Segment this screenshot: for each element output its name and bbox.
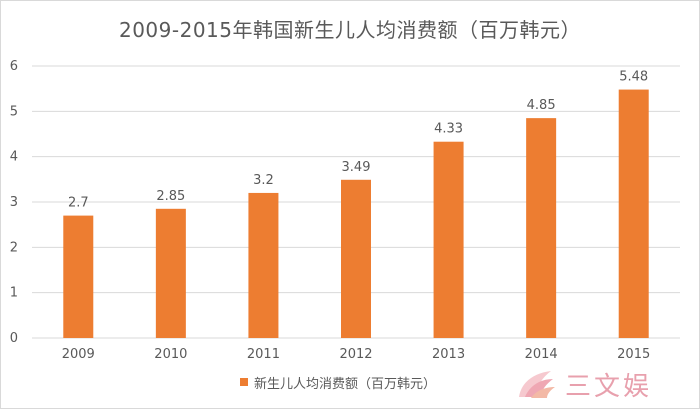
x-tick-label: 2009 <box>62 347 95 362</box>
data-label: 3.2 <box>253 173 274 188</box>
y-tick-label: 5 <box>10 104 18 119</box>
y-tick-label: 2 <box>10 240 18 255</box>
x-tick-label: 2014 <box>525 347 558 362</box>
x-tick-label: 2013 <box>432 347 465 362</box>
y-tick-label: 6 <box>10 59 18 74</box>
bar-2014 <box>526 118 557 338</box>
y-tick-label: 1 <box>10 286 18 301</box>
bar-2011 <box>248 192 279 338</box>
y-tick-label: 3 <box>10 195 18 210</box>
data-label: 4.33 <box>434 122 463 137</box>
watermark: 三文娱 <box>515 364 685 404</box>
data-label: 4.85 <box>527 98 556 113</box>
data-label: 3.49 <box>342 160 371 175</box>
bar-2012 <box>341 179 371 338</box>
bar-2010 <box>155 208 186 338</box>
legend-swatch <box>240 378 248 386</box>
data-label: 2.85 <box>156 189 185 204</box>
data-label: 5.48 <box>619 70 648 85</box>
watermark-text: 三文娱 <box>565 371 653 402</box>
legend-label: 新生儿人均消费额（百万韩元） <box>254 376 437 392</box>
bar-2013 <box>433 141 464 338</box>
x-tick-label: 2015 <box>617 347 650 362</box>
chart-legend: 新生儿人均消费额（百万韩元） <box>240 372 436 392</box>
y-tick-label: 4 <box>10 150 18 165</box>
bar-2015 <box>618 89 649 338</box>
pink-fan-logo-icon <box>519 371 555 398</box>
x-tick-label: 2010 <box>154 347 187 362</box>
data-label: 2.7 <box>68 196 89 211</box>
bar-2009 <box>63 215 94 338</box>
y-tick-label: 0 <box>10 331 18 346</box>
x-tick-label: 2011 <box>247 347 280 362</box>
x-tick-label: 2012 <box>339 347 372 362</box>
chart-title: 2009-2015年韩国新生儿人均消费额（百万韩元） <box>118 18 581 42</box>
